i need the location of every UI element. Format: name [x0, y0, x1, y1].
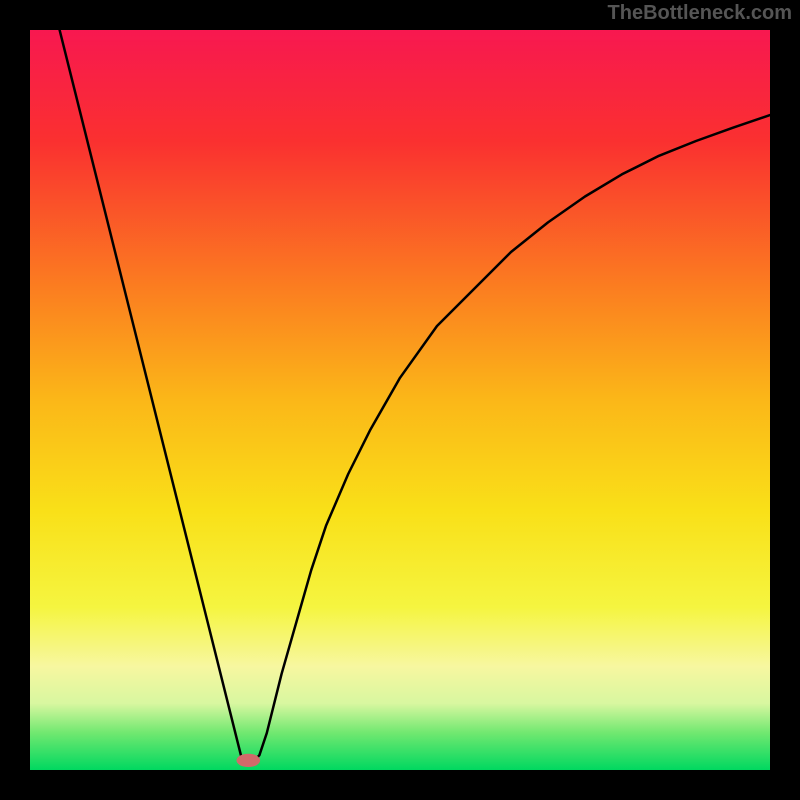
- bottleneck-chart: [0, 0, 800, 800]
- chart-container: TheBottleneck.com: [0, 0, 800, 800]
- optimal-point-marker: [236, 754, 260, 767]
- watermark-label: TheBottleneck.com: [608, 2, 792, 25]
- chart-background: [30, 30, 770, 770]
